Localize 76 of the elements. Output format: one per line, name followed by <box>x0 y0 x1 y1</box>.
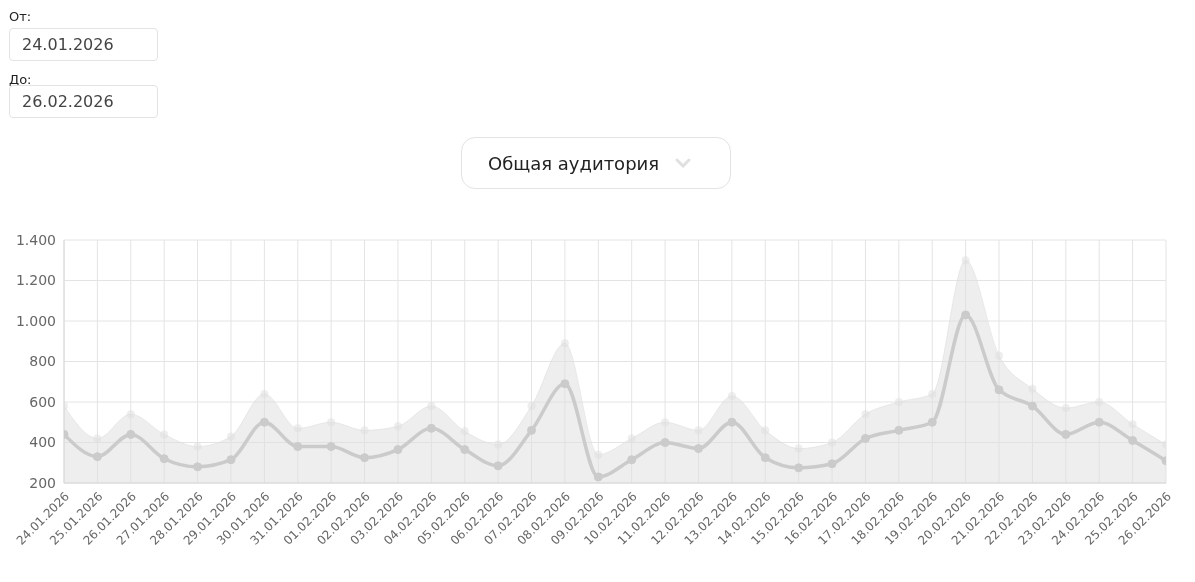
point <box>193 462 203 472</box>
y-tick-label: 1.000 <box>15 312 56 329</box>
point <box>393 445 403 455</box>
point <box>1094 417 1104 427</box>
point <box>560 379 570 389</box>
point <box>226 455 236 465</box>
point <box>1061 404 1070 413</box>
point <box>961 310 971 320</box>
text: От: <box>9 9 32 24</box>
point <box>660 438 670 447</box>
point <box>995 351 1004 360</box>
point <box>861 410 870 419</box>
point <box>727 417 737 427</box>
point <box>460 427 469 436</box>
y-tick-label: 1.400 <box>15 231 56 248</box>
point <box>961 256 970 265</box>
point <box>760 453 770 463</box>
point <box>794 463 804 473</box>
point <box>260 389 269 398</box>
point <box>1027 401 1037 411</box>
point <box>494 440 503 449</box>
point <box>393 422 402 431</box>
y-tick-label: 400 <box>29 434 56 451</box>
point <box>828 438 837 447</box>
point <box>126 429 136 439</box>
point <box>1128 420 1137 429</box>
point <box>1095 398 1104 406</box>
text: До: <box>9 72 32 87</box>
point <box>1061 429 1071 439</box>
point <box>527 402 536 411</box>
point <box>159 454 169 464</box>
point <box>661 418 670 427</box>
text: 26.02.2026 <box>22 92 114 111</box>
point <box>627 455 637 465</box>
point <box>928 389 937 398</box>
point <box>894 425 904 435</box>
point <box>360 426 369 435</box>
y-tick-label: 600 <box>29 393 56 410</box>
point <box>794 444 803 453</box>
point <box>226 432 235 441</box>
point <box>827 459 837 469</box>
point <box>694 426 703 435</box>
text: 24.01.2026 <box>9 28 158 61</box>
point <box>560 339 569 348</box>
y-tick-label: 800 <box>29 353 56 370</box>
point <box>293 424 302 433</box>
point <box>627 434 636 443</box>
point <box>92 452 102 462</box>
point <box>894 398 903 406</box>
point <box>527 425 537 435</box>
point <box>93 434 102 443</box>
point <box>259 417 269 427</box>
point <box>927 417 937 427</box>
point <box>460 445 470 455</box>
point <box>360 453 370 463</box>
point <box>1028 384 1037 393</box>
point <box>693 444 703 454</box>
point <box>160 430 169 439</box>
point <box>293 442 303 452</box>
point <box>761 426 770 435</box>
point <box>427 402 436 411</box>
point <box>1128 435 1138 445</box>
point <box>994 385 1004 395</box>
point <box>326 442 336 452</box>
point <box>327 418 336 427</box>
text: Общая аудитория <box>488 152 660 174</box>
y-tick-label: 200 <box>29 474 56 491</box>
point <box>426 423 436 433</box>
point <box>193 442 202 451</box>
point <box>594 450 603 459</box>
point <box>860 433 870 443</box>
point <box>727 391 736 400</box>
point <box>126 410 135 419</box>
point <box>593 472 603 482</box>
point <box>493 461 503 471</box>
y-tick-label: 1.200 <box>15 272 56 289</box>
